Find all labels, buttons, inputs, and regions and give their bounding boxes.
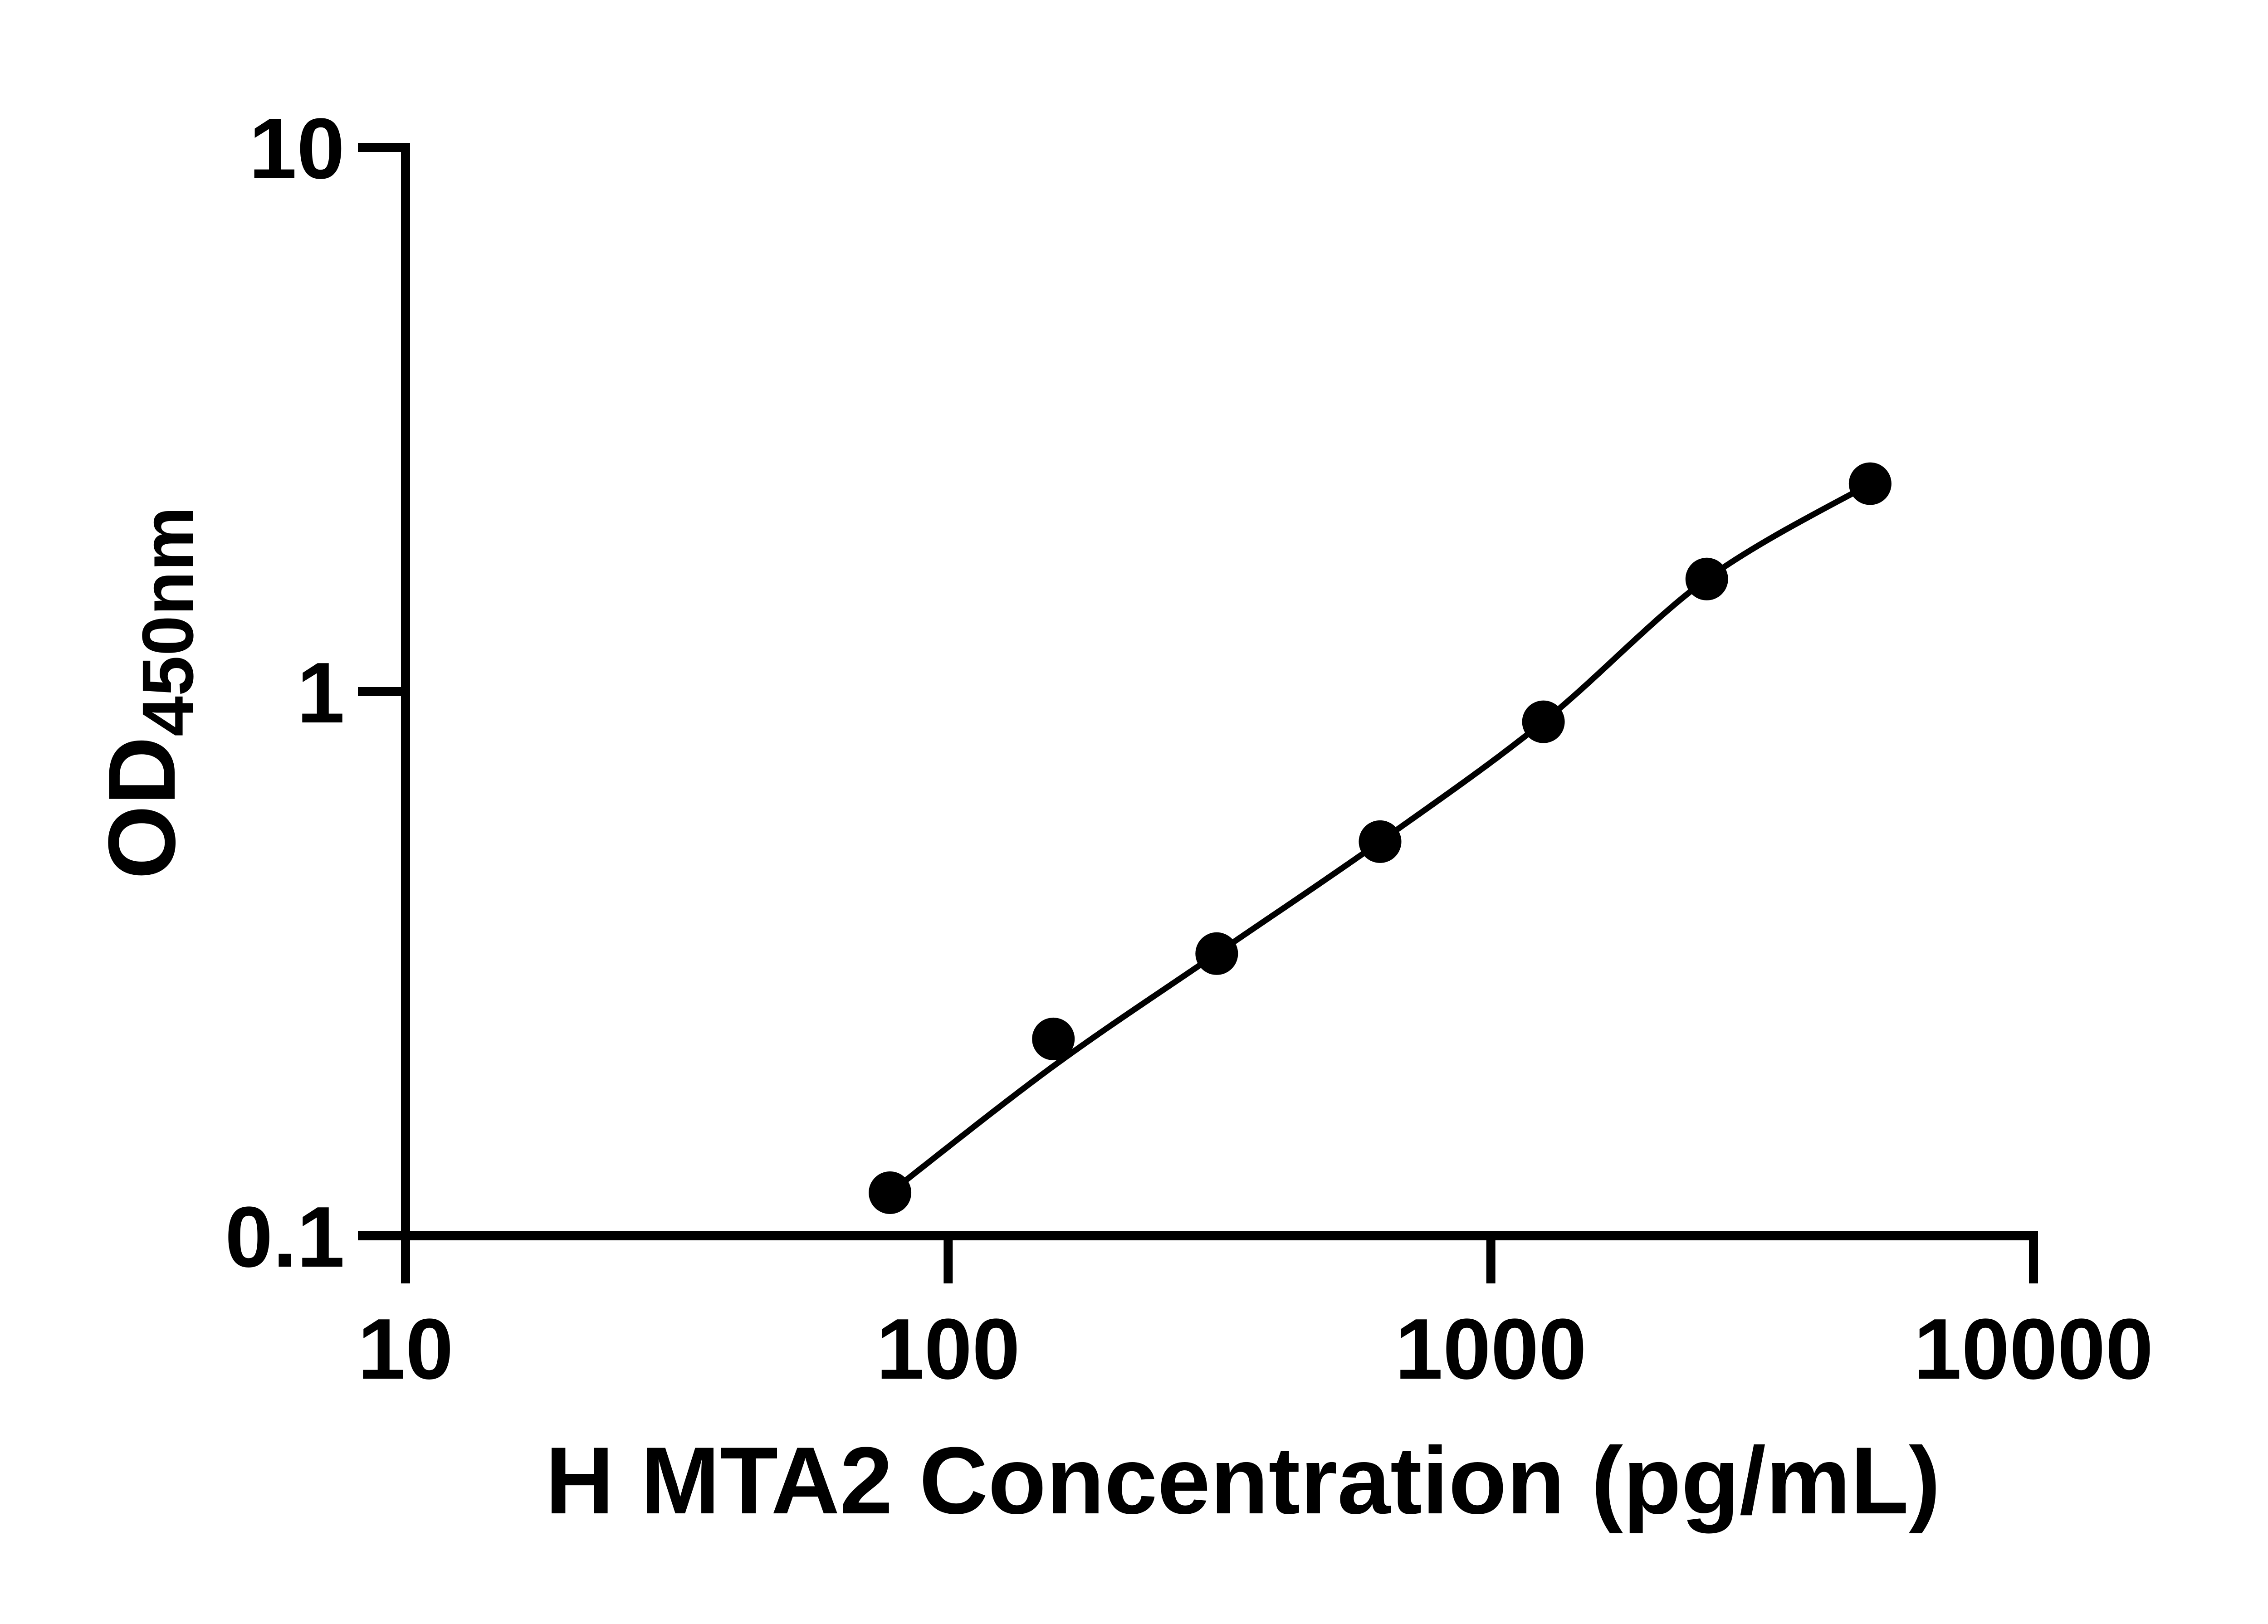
y-tick-label: 0.1 [225, 1189, 345, 1285]
x-tick-label: 1000 [1395, 1301, 1587, 1397]
x-tick-label: 100 [876, 1301, 1020, 1397]
x-tick-label: 10000 [1914, 1301, 2153, 1397]
data-point [1685, 557, 1728, 600]
x-tick-label: 10 [357, 1301, 453, 1397]
y-tick-label: 1 [297, 645, 345, 741]
data-point [1359, 820, 1402, 863]
y-axis-title: OD450nm [88, 507, 208, 879]
data-point [1522, 700, 1565, 743]
data-point [1032, 1017, 1075, 1060]
series-layer [869, 462, 1892, 1214]
y-axis-title-subscript: 450nm [127, 507, 208, 736]
y-tick-label: 10 [249, 101, 345, 197]
data-point [1848, 462, 1892, 505]
x-axis-title: H MTA2 Concentration (pg/mL) [545, 1427, 1941, 1534]
y-axis-title-main: OD [88, 736, 195, 879]
data-point [869, 1171, 912, 1214]
axes-layer: 10 100 1000 10000 10 1 0.1 [225, 101, 2153, 1397]
data-point [1195, 932, 1238, 975]
